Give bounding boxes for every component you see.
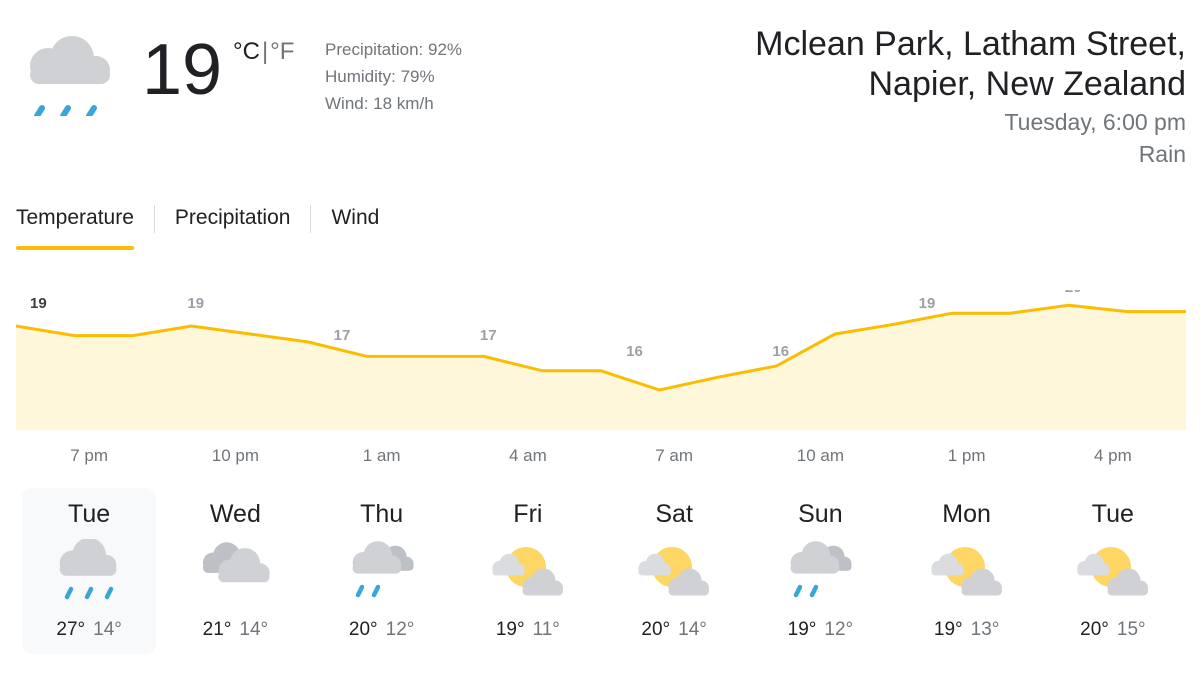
partly-cloudy-icon xyxy=(492,547,563,596)
day-temperatures: 20° 14° xyxy=(607,619,741,641)
day-temperatures: 19° 11° xyxy=(461,619,595,641)
cloudy-icon xyxy=(203,542,270,583)
day-card-sun[interactable]: Sun 19° 12° xyxy=(753,488,887,654)
day-low-temp: 11° xyxy=(532,619,560,640)
day-card-sat[interactable]: Sat 20° 14° xyxy=(607,488,741,654)
day-name: Mon xyxy=(942,500,991,528)
temperature-chart: 19 19 17 17 16 16 19 20 xyxy=(16,290,1186,430)
day-temperatures: 19° 13° xyxy=(900,619,1034,641)
tab-precipitation[interactable]: Precipitation xyxy=(174,206,291,229)
day-name: Tue xyxy=(1091,500,1134,528)
precipitation-text: Precipitation: 92% xyxy=(325,40,463,59)
day-name: Tue xyxy=(68,500,111,528)
temperature-value-label: 19 xyxy=(30,295,47,312)
day-temperatures: 20° 15° xyxy=(1046,619,1180,641)
partly-cloudy-icon xyxy=(638,547,710,596)
tab-wind[interactable]: Wind xyxy=(331,206,380,229)
day-name: Wed xyxy=(209,500,261,528)
current-time: Tuesday, 6:00 pm xyxy=(1004,109,1186,135)
day-temperatures: 20° 12° xyxy=(315,619,449,641)
temperature-value-label: 19 xyxy=(187,295,204,312)
day-low-temp: 14° xyxy=(239,619,269,640)
temperature-value-label: 20 xyxy=(1065,290,1082,296)
hour-label: 4 pm xyxy=(1093,446,1132,465)
day-low-temp: 14° xyxy=(93,619,122,640)
location-line-1: Mclean Park, Latham Street, xyxy=(755,25,1186,63)
day-high-temp: 20° xyxy=(1080,619,1109,640)
day-card-mon[interactable]: Mon 19° 13° xyxy=(900,488,1034,654)
temperature-value-label: 17 xyxy=(480,327,497,344)
hour-labels: 7 pm 10 pm 1 am 4 am 7 am 10 am 1 pm 4 pm xyxy=(16,446,1186,470)
current-condition: Rain xyxy=(1138,141,1186,167)
daily-forecast: Tue 27° 14° Wed 21° 14° Thu 20° 12° Fri 19° 11° Sat 2… xyxy=(16,488,1186,654)
temperature-line xyxy=(16,303,1186,392)
day-card-wed[interactable]: Wed 21° 14° xyxy=(168,488,302,654)
unit-toggle: °C|°F xyxy=(233,38,294,66)
hour-label: 7 pm xyxy=(70,446,109,465)
day-high-temp: 19° xyxy=(787,619,817,640)
temperature-value-label: 16 xyxy=(772,343,789,360)
tab-divider xyxy=(153,205,155,233)
day-high-temp: 19° xyxy=(933,619,963,640)
hour-label: 10 pm xyxy=(211,446,259,465)
hour-label: 1 am xyxy=(362,446,401,465)
current-temperature: 19 xyxy=(142,30,223,110)
showers-icon xyxy=(352,541,414,598)
partly-cloudy-icon xyxy=(931,547,1002,596)
temperature-value-label: 16 xyxy=(626,343,643,360)
temperature-value-label: 17 xyxy=(334,327,351,344)
forecast-tabs: Temperature Precipitation Wind xyxy=(16,200,380,250)
day-temperatures: 27° 14° xyxy=(22,619,156,641)
day-temperatures: 21° 14° xyxy=(168,619,302,641)
fahrenheit-button[interactable]: °F xyxy=(270,38,295,65)
rain-cloud-icon xyxy=(59,539,117,600)
hour-label: 7 am xyxy=(655,446,694,465)
day-card-fri[interactable]: Fri 19° 11° xyxy=(461,488,595,654)
day-card-tue[interactable]: Tue 27° 14° xyxy=(22,488,157,654)
partly-cloudy-icon xyxy=(1077,547,1148,596)
celsius-button[interactable]: °C xyxy=(233,38,260,65)
day-low-temp: 14° xyxy=(678,619,707,640)
day-low-temp: 12° xyxy=(824,619,854,640)
tab-temperature[interactable]: Temperature xyxy=(16,200,134,250)
day-low-temp: 13° xyxy=(970,619,1000,640)
unit-separator: | xyxy=(261,38,269,65)
tab-divider xyxy=(310,205,312,233)
weather-details: Precipitation: 92% Humidity: 79% Wind: 1… xyxy=(325,36,462,117)
rain-cloud-icon xyxy=(30,36,110,116)
day-high-temp: 19° xyxy=(495,619,525,640)
day-high-temp: 20° xyxy=(641,619,671,640)
humidity-text: Humidity: 79% xyxy=(325,67,435,86)
day-name: Fri xyxy=(513,500,543,528)
location-line-2: Napier, New Zealand xyxy=(868,65,1186,103)
wind-text: Wind: 18 km/h xyxy=(325,94,434,113)
day-card-tue[interactable]: Tue 20° 15° xyxy=(1046,488,1180,654)
day-low-temp: 15° xyxy=(1116,619,1146,640)
day-card-thu[interactable]: Thu 20° 12° xyxy=(315,488,449,654)
day-name: Sat xyxy=(655,500,693,528)
hour-label: 10 am xyxy=(796,446,844,465)
day-high-temp: 21° xyxy=(202,619,232,640)
temperature-area xyxy=(16,305,1186,430)
location-panel: Mclean Park, Latham Street, Napier, New … xyxy=(626,24,1186,170)
temperature-value-label: 19 xyxy=(919,295,936,312)
showers-icon xyxy=(790,541,852,598)
day-low-temp: 12° xyxy=(385,619,415,640)
day-name: Thu xyxy=(360,500,404,528)
hour-label: 4 am xyxy=(508,446,547,465)
day-name: Sun xyxy=(798,500,843,528)
day-high-temp: 20° xyxy=(348,619,378,640)
day-high-temp: 27° xyxy=(56,619,86,640)
hour-label: 1 pm xyxy=(947,446,986,465)
day-temperatures: 19° 12° xyxy=(753,619,887,641)
